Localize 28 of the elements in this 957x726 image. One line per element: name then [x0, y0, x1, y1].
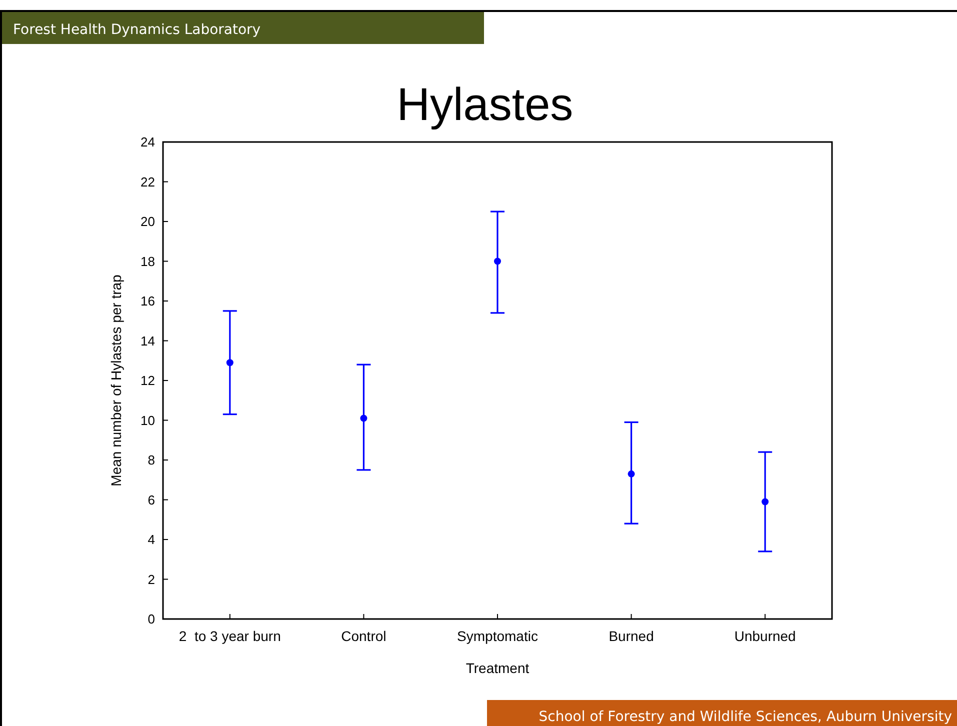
y-tick-label: 12 — [140, 373, 155, 388]
x-tick-label: 2 to 3 year burn — [178, 628, 281, 644]
y-tick-label: 16 — [140, 294, 155, 309]
point — [226, 359, 234, 366]
x-tick-label: Burned — [608, 628, 654, 644]
y-tick-label: 18 — [140, 254, 155, 269]
text: School of Forestry and Wildlife Sciences, Auburn University — [538, 709, 952, 725]
y-axis-title: Mean number of Hylastes per trap — [108, 274, 124, 486]
y-tick-label: 10 — [140, 412, 155, 428]
x-tick-label: Control — [341, 628, 386, 644]
point — [762, 498, 769, 506]
text: Forest Health Dynamics Laboratory — [13, 22, 261, 38]
y-tick-label: 6 — [148, 492, 155, 508]
y-tick-label: 2 — [148, 572, 155, 587]
y-tick-label: 20 — [140, 214, 155, 230]
point — [628, 470, 635, 478]
y-tick-label: 8 — [148, 452, 155, 468]
chart-title: Hylastes — [396, 78, 574, 130]
x-tick-label: Symptomatic — [457, 628, 538, 644]
y-tick-label: 0 — [148, 612, 155, 627]
y-tick-label: 24 — [140, 134, 155, 150]
x-axis-title: Treatment — [466, 660, 530, 676]
x-tick-label: Unburned — [734, 628, 796, 644]
point — [360, 414, 368, 422]
point — [494, 258, 501, 265]
y-tick-label: 14 — [140, 333, 155, 348]
y-tick-label: 4 — [148, 532, 155, 548]
y-tick-label: 22 — [140, 174, 155, 190]
